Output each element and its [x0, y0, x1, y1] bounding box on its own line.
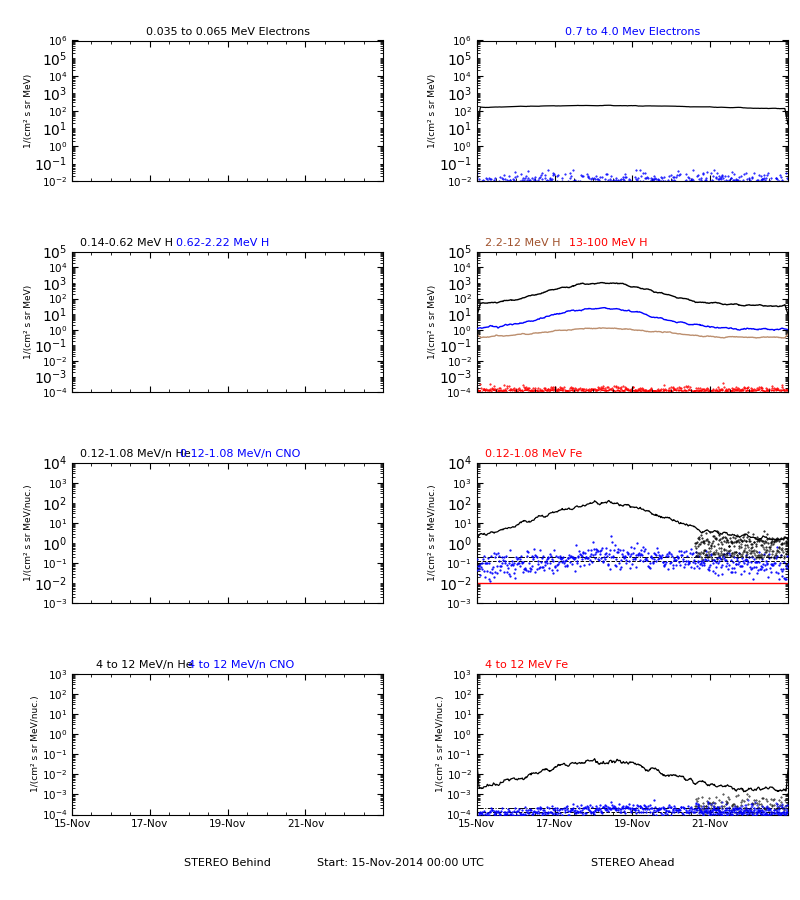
Text: 0.7 to 4.0 Mev Electrons: 0.7 to 4.0 Mev Electrons — [565, 27, 700, 37]
Y-axis label: 1/(cm² s sr MeV/nuc.): 1/(cm² s sr MeV/nuc.) — [436, 696, 445, 792]
Text: STEREO Ahead: STEREO Ahead — [590, 858, 674, 868]
Y-axis label: 1/(cm² s sr MeV): 1/(cm² s sr MeV) — [24, 74, 33, 148]
Text: 0.12-1.08 MeV/n CNO: 0.12-1.08 MeV/n CNO — [180, 449, 300, 459]
Text: STEREO Behind: STEREO Behind — [184, 858, 271, 868]
Y-axis label: 1/(cm² s sr MeV): 1/(cm² s sr MeV) — [23, 284, 33, 359]
Text: 13-100 MeV H: 13-100 MeV H — [569, 238, 647, 248]
Y-axis label: 1/(cm² s sr MeV/nuc.): 1/(cm² s sr MeV/nuc.) — [24, 485, 33, 581]
Y-axis label: 1/(cm² s sr MeV/nuc.): 1/(cm² s sr MeV/nuc.) — [31, 696, 40, 792]
Text: 4 to 12 MeV/n CNO: 4 to 12 MeV/n CNO — [188, 661, 294, 670]
Y-axis label: 1/(cm² s sr MeV/nuc.): 1/(cm² s sr MeV/nuc.) — [429, 485, 438, 581]
Y-axis label: 1/(cm² s sr MeV): 1/(cm² s sr MeV) — [428, 284, 438, 359]
Text: 2.2-12 MeV H: 2.2-12 MeV H — [485, 238, 560, 248]
Text: Start: 15-Nov-2014 00:00 UTC: Start: 15-Nov-2014 00:00 UTC — [317, 858, 483, 868]
Text: 4 to 12 MeV Fe: 4 to 12 MeV Fe — [485, 661, 568, 670]
Text: 4 to 12 MeV/n He: 4 to 12 MeV/n He — [96, 661, 193, 670]
Text: 0.035 to 0.065 MeV Electrons: 0.035 to 0.065 MeV Electrons — [146, 27, 310, 37]
Text: 0.12-1.08 MeV/n He: 0.12-1.08 MeV/n He — [80, 449, 190, 459]
Text: 0.62-2.22 MeV H: 0.62-2.22 MeV H — [176, 238, 270, 248]
Text: 0.14-0.62 MeV H: 0.14-0.62 MeV H — [80, 238, 173, 248]
Text: 0.12-1.08 MeV Fe: 0.12-1.08 MeV Fe — [485, 449, 582, 459]
Y-axis label: 1/(cm² s sr MeV): 1/(cm² s sr MeV) — [429, 74, 438, 148]
